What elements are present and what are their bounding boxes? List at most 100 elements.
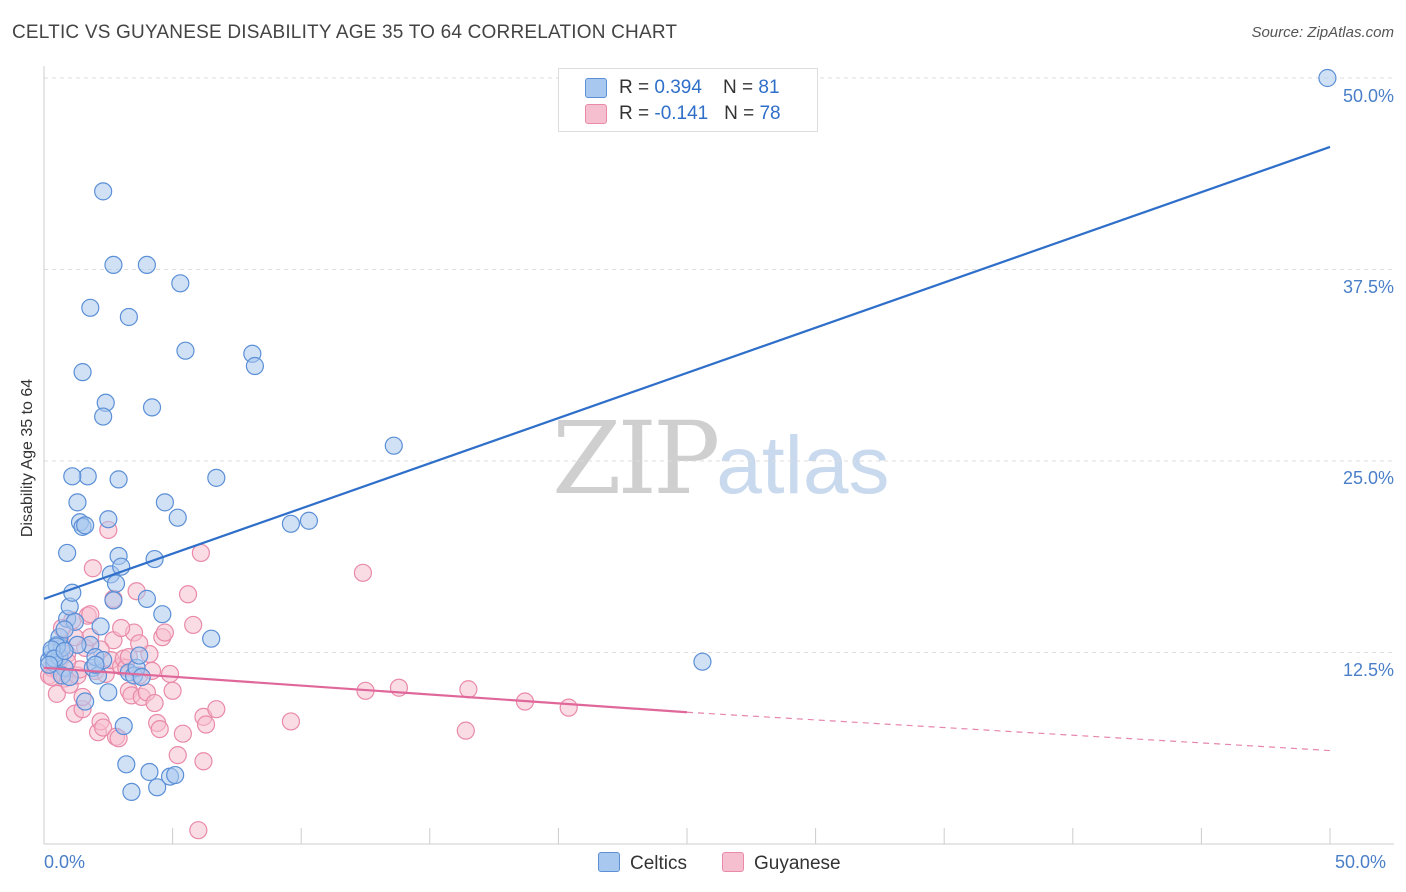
celtics-point xyxy=(91,617,110,636)
legend-r-value: 0.394 xyxy=(654,77,702,98)
legend-r-label: R = xyxy=(619,77,655,98)
celtics-point xyxy=(155,493,174,512)
legend-n-value: 78 xyxy=(759,103,781,124)
celtics-point xyxy=(55,620,74,639)
celtics-point xyxy=(78,467,97,486)
celtics-point xyxy=(68,493,87,512)
legend: R = 0.394 N = 81 R = -0.141 N = 78 xyxy=(558,68,818,132)
guyanese-point xyxy=(83,559,102,578)
guyanese-point xyxy=(155,623,174,642)
celtics-point xyxy=(58,543,77,563)
legend-r-value: -0.141 xyxy=(654,103,709,124)
celtics-swatch xyxy=(585,78,607,98)
watermark-atlas: atlas xyxy=(716,420,890,511)
guyanese-point xyxy=(150,719,169,739)
guyanese-point xyxy=(163,681,182,700)
guyanese-trend-line xyxy=(43,666,688,714)
celtics-point xyxy=(207,468,226,487)
guyanese-swatch xyxy=(722,852,744,872)
legend-r-label: R = xyxy=(619,103,655,124)
celtics-point xyxy=(142,398,162,417)
celtics-point xyxy=(86,655,105,674)
guyanese-label: Guyanese xyxy=(754,853,841,874)
celtics-point xyxy=(119,307,138,327)
guyanese-point xyxy=(459,680,478,699)
y-tick-label: 37.5% xyxy=(1342,277,1394,297)
guyanese-swatch xyxy=(585,104,607,124)
x-tick-label: 0.0% xyxy=(44,852,86,872)
guyanese-point xyxy=(160,664,180,684)
source-label: Source: ZipAtlas.com xyxy=(1251,24,1394,41)
celtics-point xyxy=(106,574,126,593)
y-tick-label: 12.5% xyxy=(1342,660,1394,680)
guyanese-point xyxy=(81,605,100,624)
celtics-point xyxy=(299,511,319,530)
celtics-point xyxy=(137,589,156,608)
celtics-point xyxy=(130,646,149,665)
guyanese-point xyxy=(173,724,192,743)
celtics-point xyxy=(384,436,403,455)
celtics-point xyxy=(76,692,95,711)
celtics-swatch xyxy=(598,852,620,872)
celtics-point xyxy=(166,765,185,785)
legend-n-label: N = xyxy=(723,77,759,98)
celtics-label: Celtics xyxy=(630,853,688,874)
celtics-point xyxy=(168,508,187,527)
celtics-point xyxy=(176,341,195,360)
guyanese-point xyxy=(194,752,213,771)
guyanese-trend-extension xyxy=(686,711,1331,752)
celtics-point xyxy=(63,467,82,486)
guyanese-point xyxy=(281,712,301,731)
guyanese-point xyxy=(353,563,373,582)
celtics-point xyxy=(693,652,712,671)
celtics-point xyxy=(1318,68,1337,88)
watermark-zip: ZIP xyxy=(552,400,720,517)
celtics-point xyxy=(202,629,221,648)
bottom-legend-celtics: Celtics xyxy=(598,852,687,875)
guyanese-point xyxy=(189,821,208,840)
celtics-point xyxy=(99,510,118,529)
celtics-point xyxy=(148,778,167,797)
bottom-legend-guyanese: Guyanese xyxy=(722,852,841,875)
x-tick-label: 50.0% xyxy=(1335,852,1387,872)
celtics-point xyxy=(281,514,301,533)
celtics-point xyxy=(104,255,123,275)
guyanese-point xyxy=(145,693,164,713)
celtics-point xyxy=(140,762,159,782)
celtics-point xyxy=(245,356,265,376)
y-tick-label: 50.0% xyxy=(1342,86,1394,106)
celtics-point xyxy=(94,182,113,201)
guyanese-point xyxy=(207,700,226,719)
guyanese-point xyxy=(196,715,216,734)
celtics-point xyxy=(55,641,74,661)
celtics-point xyxy=(114,716,133,736)
celtics-point xyxy=(94,407,113,426)
guyanese-point xyxy=(112,618,131,638)
celtics-point xyxy=(122,782,141,802)
guyanese-point xyxy=(184,615,203,635)
legend-n-label: N = xyxy=(724,103,760,124)
watermark: ZIPatlas xyxy=(552,400,890,517)
chart-title: CELTIC VS GUYANESE DISABILITY AGE 35 TO … xyxy=(12,22,678,43)
celtics-point xyxy=(171,274,190,293)
legend-n-value: 81 xyxy=(758,77,780,98)
guyanese-point xyxy=(559,698,578,717)
celtics-point xyxy=(117,755,136,774)
celtics-point xyxy=(73,363,92,382)
y-tick-label: 25.0% xyxy=(1342,468,1394,488)
celtics-point xyxy=(81,298,100,317)
celtics-point xyxy=(137,255,156,275)
celtics-point xyxy=(99,683,118,702)
celtics-trend-line xyxy=(43,145,1331,600)
celtics-point xyxy=(109,470,128,489)
guyanese-point xyxy=(178,585,198,604)
celtics-point xyxy=(153,605,172,624)
celtics-point xyxy=(76,516,95,535)
celtics-point xyxy=(104,591,123,610)
guyanese-point xyxy=(456,721,475,740)
guyanese-point xyxy=(94,718,113,737)
guyanese-point xyxy=(47,684,66,703)
celtics-point xyxy=(40,655,59,674)
guyanese-point xyxy=(168,746,187,765)
